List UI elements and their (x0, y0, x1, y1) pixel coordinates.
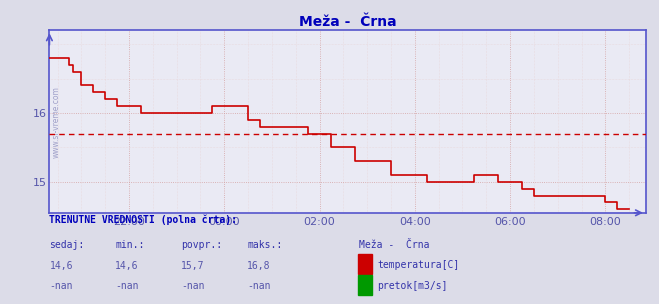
Text: pretok[m3/s]: pretok[m3/s] (378, 282, 448, 292)
Text: 14,6: 14,6 (49, 261, 73, 271)
Text: 16,8: 16,8 (247, 261, 271, 271)
Title: Meža -  Črna: Meža - Črna (299, 15, 397, 29)
Text: min.:: min.: (115, 240, 145, 250)
Text: 15,7: 15,7 (181, 261, 205, 271)
Text: 14,6: 14,6 (115, 261, 139, 271)
Text: www.si-vreme.com: www.si-vreme.com (52, 86, 61, 157)
Text: temperatura[C]: temperatura[C] (378, 260, 460, 270)
Text: -nan: -nan (247, 282, 271, 292)
Text: povpr.:: povpr.: (181, 240, 222, 250)
Text: Meža -  Črna: Meža - Črna (359, 240, 430, 250)
Text: maks.:: maks.: (247, 240, 282, 250)
Text: sedaj:: sedaj: (49, 240, 84, 250)
Text: TRENUTNE VREDNOSTI (polna črta):: TRENUTNE VREDNOSTI (polna črta): (49, 215, 237, 226)
Text: -nan: -nan (115, 282, 139, 292)
Text: -nan: -nan (181, 282, 205, 292)
Text: -nan: -nan (49, 282, 73, 292)
